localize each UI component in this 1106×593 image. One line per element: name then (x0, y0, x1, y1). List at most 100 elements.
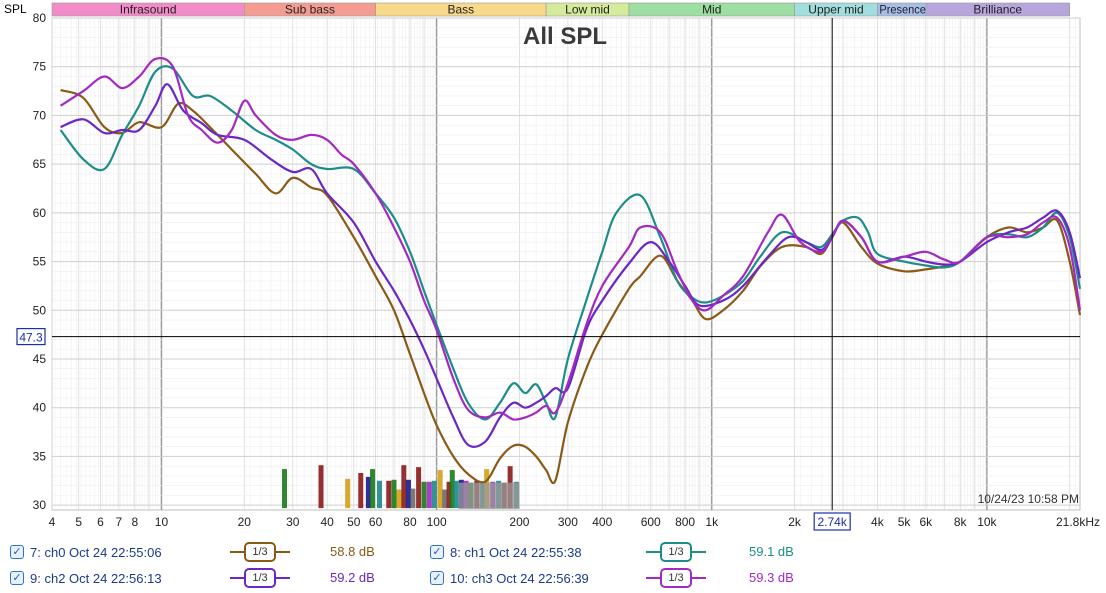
smoothing-label: 1/3 (660, 542, 692, 562)
x-tick-label: 60 (369, 515, 383, 529)
legend-label: 7: ch0 Oct 24 22:55:06 (30, 544, 162, 560)
bar-marker (345, 478, 351, 509)
bar-marker (410, 488, 416, 509)
checkbox[interactable]: ✓ (10, 571, 24, 585)
spl-chart[interactable]: Infrasound Sub bass Bass Low mid Mid Upper mi… (0, 0, 1106, 536)
x-tick-label: 21.8kHz (1056, 515, 1100, 529)
x-tick-label: 6k (919, 515, 933, 529)
smoothing-label: 1/3 (660, 568, 692, 588)
legend: ✓ 7: ch0 Oct 24 22:55:06 1/3 58.8 dB ✓ 8… (0, 536, 1106, 593)
y-tick-label: 55 (33, 255, 47, 269)
x-tick-label: 800 (675, 515, 695, 529)
legend-item-8[interactable]: ✓ 8: ch1 Oct 24 22:55:38 (430, 539, 582, 565)
x-tick-label: 6 (97, 515, 104, 529)
x-tick-label: 20 (238, 515, 252, 529)
y-tick-label: 70 (33, 108, 47, 122)
x-tick-label: 50 (347, 515, 361, 529)
bar-marker (358, 472, 364, 509)
legend-item-9[interactable]: ✓ 9: ch2 Oct 24 22:56:13 (10, 565, 162, 591)
x-tick-label: 5k (898, 515, 912, 529)
bar-marker (318, 465, 324, 509)
smoothing-label: 1/3 (244, 568, 276, 588)
y-tick-label: 60 (33, 206, 47, 220)
legend-item-10[interactable]: ✓ 10: ch3 Oct 24 22:56:39 (430, 565, 589, 591)
band-brilliance (925, 2, 1071, 17)
x-tick-label: 30 (286, 515, 300, 529)
smoothing-control-8[interactable]: 1/3 (646, 539, 706, 565)
x-tick-label: 2k (788, 515, 802, 529)
x-tick-label: 8k (954, 515, 968, 529)
bar-marker (421, 481, 427, 509)
series-line-ch2 (60, 83, 1082, 448)
checkbox[interactable]: ✓ (10, 545, 24, 559)
x-tick-label: 200 (509, 515, 529, 529)
x-tick-label: 1k (705, 515, 719, 529)
series-line-ch0 (60, 89, 1082, 485)
y-tick-label: 80 (33, 11, 47, 25)
legend-value-9: 59.2 dB (330, 570, 375, 585)
x-tick-label: 10 (155, 515, 169, 529)
bar-marker (449, 470, 455, 509)
cursor-y-readout: 47.3 (19, 331, 43, 345)
frequency-band-bar: Infrasound Sub bass Bass Low mid Mid Upper mi… (51, 2, 1071, 17)
cursor: 47.3 2.74k (16, 18, 1080, 531)
bar-marker (396, 489, 402, 509)
bar-marker (405, 479, 411, 509)
timestamp: 10/24/23 10:58 PM (978, 492, 1079, 506)
band-label: Presence (879, 3, 926, 17)
legend-label: 8: ch1 Oct 24 22:55:38 (450, 544, 582, 560)
x-tick-label: 600 (641, 515, 661, 529)
bar-marker (437, 470, 443, 509)
x-tick-label: 5 (75, 515, 82, 529)
x-tick-label: 300 (558, 515, 578, 529)
bar-marker (426, 481, 432, 509)
smoothing-control-10[interactable]: 1/3 (646, 565, 706, 591)
bar-marker (282, 469, 288, 509)
bar-marker (446, 481, 452, 509)
y-tick-label: 30 (33, 498, 47, 512)
legend-item-7[interactable]: ✓ 7: ch0 Oct 24 22:55:06 (10, 539, 162, 565)
band-label: Sub bass (285, 3, 335, 17)
smoothing-control-7[interactable]: 1/3 (230, 539, 290, 565)
y-tick-label: 50 (33, 303, 47, 317)
x-tick-label: 400 (592, 515, 612, 529)
bar-marker (442, 489, 448, 509)
band-label: Infrasound (120, 3, 177, 17)
chart-title: All SPL (523, 23, 607, 50)
legend-value-7: 58.8 dB (330, 544, 375, 559)
x-tick-label: 8 (131, 515, 138, 529)
band-label: Low mid (565, 3, 610, 17)
band-label: Brilliance (973, 3, 1022, 17)
bar-marker (365, 476, 371, 509)
legend-value-8: 59.1 dB (749, 544, 794, 559)
x-tick-label: 10k (977, 515, 997, 529)
bar-marker (431, 480, 437, 509)
y-tick-label: 45 (33, 352, 47, 366)
y-tick-label: 35 (33, 449, 47, 463)
band-label: Mid (702, 3, 721, 17)
y-tick-label: 65 (33, 157, 47, 171)
checkbox[interactable]: ✓ (430, 571, 444, 585)
legend-value-10: 59.3 dB (749, 570, 794, 585)
checkbox[interactable]: ✓ (430, 545, 444, 559)
x-tick-label: 4k (871, 515, 885, 529)
bar-marker (376, 480, 382, 509)
series-lines (59, 57, 1082, 485)
series-line-ch1 (59, 65, 1082, 421)
band-label: Bass (447, 3, 474, 17)
bar-marker (386, 480, 392, 509)
bar-marker (416, 467, 422, 509)
cursor-x-readout-box (813, 512, 851, 531)
x-tick-label: 80 (403, 515, 417, 529)
bar-block (458, 482, 520, 510)
x-tick-label: 4 (49, 515, 56, 529)
cursor-y-readout-box (16, 327, 46, 346)
x-tick-label: 100 (427, 515, 447, 529)
legend-label: 9: ch2 Oct 24 22:56:13 (30, 570, 162, 586)
legend-label: 10: ch3 Oct 24 22:56:39 (450, 570, 589, 586)
smoothing-control-9[interactable]: 1/3 (230, 565, 290, 591)
y-axis-label: SPL (4, 2, 27, 16)
band-label: Upper mid (808, 3, 863, 17)
smoothing-label: 1/3 (244, 542, 276, 562)
